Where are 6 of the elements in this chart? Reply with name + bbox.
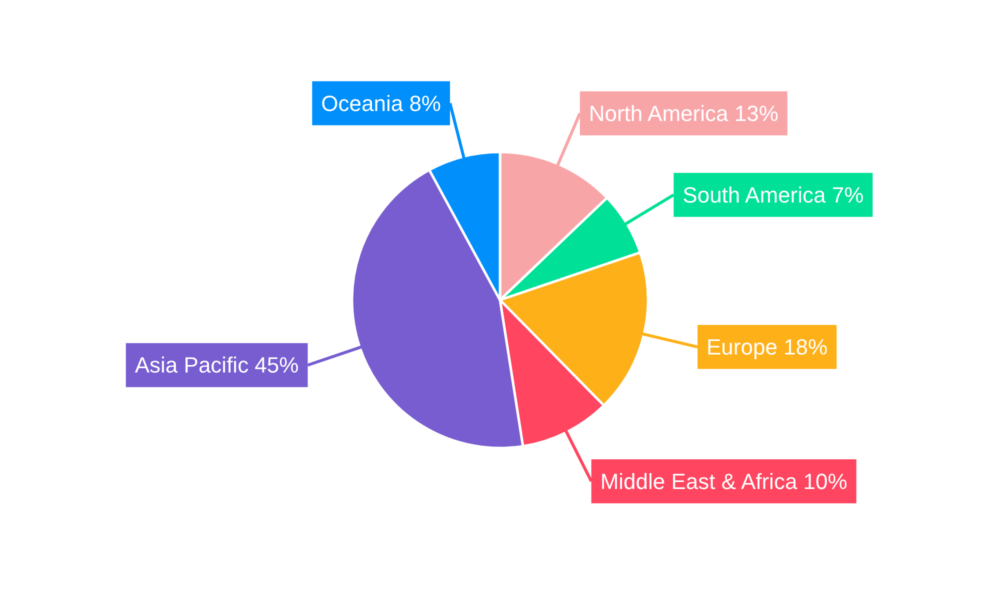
slice-label: Middle East & Africa 10% [600, 468, 848, 494]
slice-label: Asia Pacific 45% [134, 352, 299, 378]
slice-label: Oceania 8% [321, 90, 442, 116]
slice-label: North America 13% [588, 100, 778, 126]
slice-label: South America 7% [682, 182, 864, 208]
slice-label: Europe 18% [706, 334, 828, 360]
